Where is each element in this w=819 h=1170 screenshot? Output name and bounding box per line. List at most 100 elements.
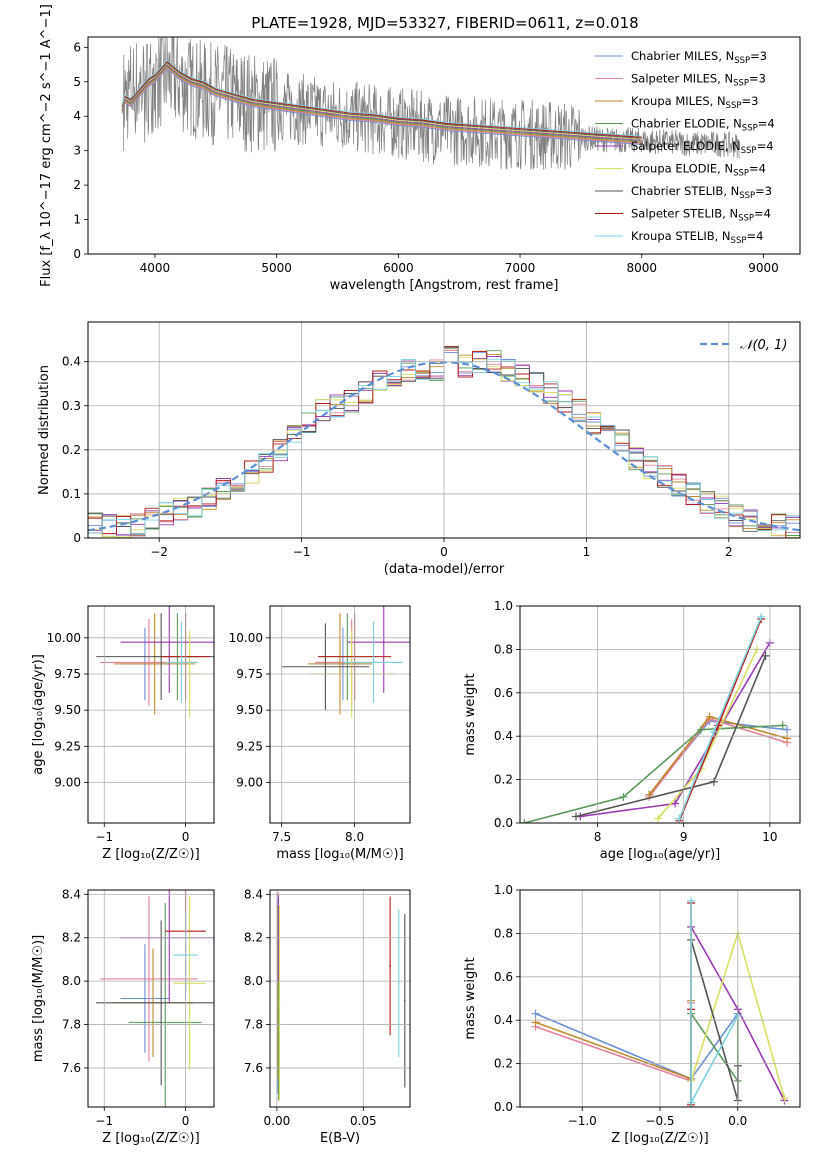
- spectrum-ylabel: Flux [f_λ 10^−17 erg cm^−2 s^−1 A^−1]: [39, 4, 54, 287]
- spectrum-legend-label: Kroupa ELODIE, NSSP=4: [631, 162, 766, 179]
- spectrum-legend-count: =4: [746, 229, 763, 243]
- residuals-ytick-label: 0.3: [62, 399, 81, 413]
- age-vs-z-ylabel: age [log₁₀(age/yr)]: [31, 654, 46, 775]
- age-vs-z-plot-area: [96, 606, 214, 718]
- spectrum-legend-label: Chabrier MILES, NSSP=3: [631, 49, 767, 66]
- age-vs-z-ytick-label: 9.25: [54, 739, 81, 753]
- spectrum-ytick-label: 3: [73, 144, 81, 158]
- mass-vs-z-xlabel: Z [log₁₀(Z/Z☉)]: [102, 1131, 199, 1146]
- spectrum-ytick-label: 4: [73, 109, 81, 123]
- age-vs-z-xtick-label: −1: [95, 830, 113, 844]
- spectrum-xtick-label: 6000: [383, 261, 414, 275]
- mass-weight-vs-z-series-line: [690, 900, 739, 1104]
- mass-weight-vs-z-marker: [687, 1098, 696, 1107]
- mass-weight-vs-age-axes: 8 9 10 0.0 0.2 0.4 0.6 0.8 1.0 age [log₁₀(age/yr)…: [463, 599, 801, 862]
- mass-weight-vs-z-series-line: [535, 1012, 739, 1080]
- mass-weight-vs-age-marker: [778, 721, 787, 730]
- mass-weight-vs-age-ytick-label: 0.6: [494, 686, 513, 700]
- spectrum-legend-count: =3: [741, 94, 758, 108]
- mass-weight-vs-z-axes: −1.0 −0.5 0.0 0.0 0.2 0.4 0.6 0.8 1.0 Z [log₁₀(Z/…: [463, 883, 801, 1146]
- mass-weight-vs-z-xtick-label: 0.0: [728, 1114, 747, 1128]
- mass-weight-vs-z-ytick-label: 1.0: [494, 883, 513, 897]
- residuals-legend-label: 𝒩(0, 1): [740, 338, 787, 353]
- mass-weight-vs-age-marker: [757, 612, 766, 621]
- spectrum-legend-subscript: SSP: [733, 79, 749, 89]
- mass-vs-ebv-ytick-label: 8.2: [244, 931, 263, 945]
- spectrum-model-line: [121, 67, 642, 144]
- mass-vs-z-xtick-label: 0: [182, 1114, 190, 1128]
- mass-weight-vs-age-marker: [783, 734, 792, 743]
- age-vs-mass-ytick-label: 9.75: [236, 667, 263, 681]
- mass-weight-vs-age-ytick-label: 0.2: [494, 773, 513, 787]
- spectrum-model-line: [121, 63, 642, 141]
- spectrum-legend-count: =4: [749, 162, 766, 176]
- mass-weight-vs-age-xlabel: age [log₁₀(age/yr)]: [600, 847, 721, 862]
- mass-weight-vs-z-marker: [687, 896, 696, 905]
- spectrum-xtick-label: 8000: [627, 261, 658, 275]
- mass-weight-vs-age-series-line: [524, 724, 783, 823]
- mass-weight-vs-age-marker: [709, 777, 718, 786]
- spectrum-model-line: [121, 62, 642, 140]
- mass-weight-vs-z-xtick-label: −0.5: [645, 1114, 674, 1128]
- age-vs-mass-xlabel: mass [log₁₀(M/M☉)]: [276, 847, 403, 862]
- residuals-xlabel: (data-model)/error: [384, 562, 505, 577]
- mass-weight-vs-z-ytick-label: 0.6: [494, 970, 513, 984]
- mass-weight-vs-age-marker: [653, 814, 662, 823]
- age-vs-mass-ytick-label: 10.00: [229, 631, 263, 645]
- spectrum-ytick-label: 0: [73, 247, 81, 261]
- mass-weight-vs-age-marker: [671, 799, 680, 808]
- mass-weight-vs-age-marker: [709, 727, 718, 736]
- residuals-ytick-label: 0.1: [62, 487, 81, 501]
- spectrum-model-line: [121, 65, 642, 143]
- mass-weight-vs-age-frame: [519, 605, 801, 824]
- age-vs-mass-axes: 7.5 8.0 9.00 9.25 9.50 9.75 10.00 mass [log₁₀(M…: [229, 605, 411, 862]
- mass-vs-z-plot-area: [96, 890, 214, 1107]
- mass-weight-vs-z-marker: [531, 1018, 540, 1027]
- age-vs-z-frame: [87, 605, 215, 824]
- spectrum-legend-count: =3: [755, 184, 772, 198]
- mass-weight-vs-age-ytick-label: 0.8: [494, 642, 513, 656]
- spectrum-xtick-label: 7000: [505, 261, 536, 275]
- mass-vs-ebv-ytick-label: 8.0: [244, 974, 263, 988]
- mass-weight-vs-age-xtick-label: 8: [594, 830, 602, 844]
- mass-vs-ebv-xlabel: E(B-V): [320, 1131, 360, 1146]
- mass-weight-vs-age-marker: [572, 812, 580, 821]
- spectrum-model-line: [121, 60, 642, 138]
- mass-vs-ebv-frame: [269, 889, 411, 1108]
- mass-weight-vs-z-frame: [519, 889, 801, 1108]
- residuals-xtick-label: −2: [150, 545, 168, 559]
- mass-weight-vs-age-series-line: [678, 616, 762, 819]
- mass-weight-vs-age-marker: [696, 725, 705, 734]
- mass-vs-z-ytick-label: 8.4: [62, 887, 81, 901]
- mass-weight-vs-z-series-line: [535, 1000, 692, 1080]
- age-vs-z-xtick-label: 0: [182, 830, 190, 844]
- mass-vs-z-ytick-label: 8.0: [62, 974, 81, 988]
- spectrum-legend-count: =4: [757, 139, 774, 153]
- residuals-ylabel: Normed distribution: [37, 365, 52, 495]
- spectrum-legend-subscript: SSP: [741, 146, 757, 156]
- spectrum-legend-subscript: SSP: [731, 236, 747, 246]
- spectrum-legend-subscript: SSP: [726, 101, 742, 111]
- spectrum-legend-label: Chabrier ELODIE, NSSP=4: [631, 117, 775, 134]
- mass-vs-z-ytick-label: 7.6: [62, 1061, 81, 1075]
- spectrum-legend-count: =4: [758, 117, 775, 131]
- residuals-ytick-label: 0: [73, 531, 81, 545]
- mass-weight-vs-age-ytick-label: 0.0: [494, 816, 513, 830]
- mass-weight-vs-age-ytick-label: 0.4: [494, 729, 513, 743]
- age-vs-mass-frame: [269, 605, 411, 824]
- age-vs-z-ytick-label: 9.75: [54, 667, 81, 681]
- mass-weight-vs-age-ytick-label: 1.0: [494, 599, 513, 613]
- mass-weight-vs-age-marker: [705, 712, 714, 721]
- spectrum-axes: 4000 5000 6000 7000 8000 9000 0 1 2 3 4 5 6 wavelengt…: [39, 4, 801, 293]
- spectrum-xtick-label: 9000: [748, 261, 779, 275]
- spectrum-legend-count: =3: [749, 72, 766, 86]
- spectrum-plot-area: [121, 37, 740, 171]
- mass-weight-vs-age-marker: [520, 819, 529, 823]
- spectrum-legend-count: =4: [754, 207, 771, 221]
- spectrum-model-line: [121, 59, 642, 137]
- mass-vs-z-axes: −1 0 7.6 7.8 8.0 8.2 8.4 Z [log₁₀(Z/Z☉)] mass [l…: [31, 887, 215, 1146]
- mass-weight-vs-age-marker: [619, 792, 628, 801]
- age-vs-z-ytick-label: 9.00: [54, 775, 81, 789]
- spectrum-legend-count: =3: [750, 49, 767, 63]
